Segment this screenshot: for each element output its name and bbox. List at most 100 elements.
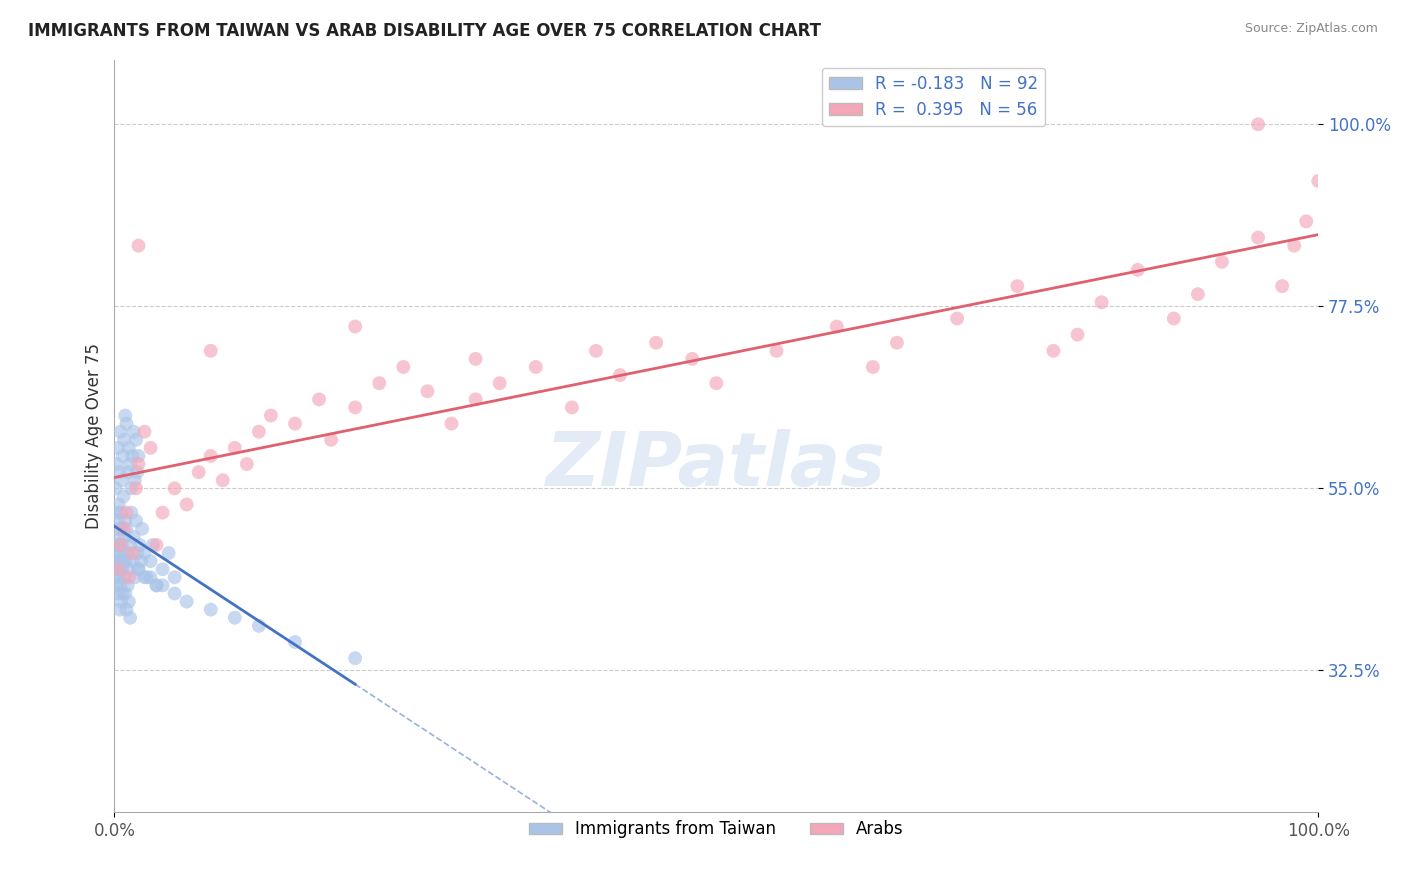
Point — [1211, 255, 1233, 269]
Point — [127, 449, 149, 463]
Point — [145, 538, 167, 552]
Point — [118, 562, 141, 576]
Point — [107, 562, 129, 576]
Point — [134, 570, 156, 584]
Point — [111, 586, 134, 600]
Point — [886, 335, 908, 350]
Point — [1187, 287, 1209, 301]
Point — [117, 465, 139, 479]
Point — [114, 530, 136, 544]
Point — [129, 554, 152, 568]
Point — [1271, 279, 1294, 293]
Point — [1007, 279, 1029, 293]
Point — [120, 457, 142, 471]
Point — [176, 594, 198, 608]
Point — [1066, 327, 1088, 342]
Point — [110, 538, 132, 552]
Point — [110, 506, 132, 520]
Point — [127, 465, 149, 479]
Point — [765, 343, 787, 358]
Point — [145, 578, 167, 592]
Point — [104, 481, 127, 495]
Point — [1247, 230, 1270, 244]
Point — [121, 546, 143, 560]
Point — [111, 554, 134, 568]
Point — [108, 602, 131, 616]
Point — [152, 562, 174, 576]
Point — [1042, 343, 1064, 358]
Point — [440, 417, 463, 431]
Point — [645, 335, 668, 350]
Legend: Immigrants from Taiwan, Arabs: Immigrants from Taiwan, Arabs — [522, 814, 911, 845]
Point — [681, 351, 703, 366]
Point — [117, 578, 139, 592]
Point — [118, 441, 141, 455]
Point — [114, 514, 136, 528]
Point — [115, 602, 138, 616]
Point — [1308, 174, 1330, 188]
Point — [111, 449, 134, 463]
Point — [163, 586, 186, 600]
Point — [368, 376, 391, 391]
Point — [127, 457, 149, 471]
Point — [163, 481, 186, 495]
Point — [111, 522, 134, 536]
Point — [110, 562, 132, 576]
Point — [108, 538, 131, 552]
Point — [344, 401, 367, 415]
Point — [112, 522, 135, 536]
Point — [704, 376, 727, 391]
Point — [107, 562, 129, 576]
Point — [224, 441, 246, 455]
Point — [112, 546, 135, 560]
Point — [200, 602, 222, 616]
Point — [115, 522, 138, 536]
Point — [118, 594, 141, 608]
Point — [104, 570, 127, 584]
Point — [200, 343, 222, 358]
Point — [416, 384, 439, 399]
Y-axis label: Disability Age Over 75: Disability Age Over 75 — [86, 343, 103, 529]
Point — [124, 473, 146, 487]
Point — [110, 425, 132, 439]
Point — [110, 578, 132, 592]
Point — [163, 570, 186, 584]
Point — [488, 376, 510, 391]
Point — [127, 562, 149, 576]
Point — [247, 425, 270, 439]
Point — [131, 522, 153, 536]
Point — [247, 619, 270, 633]
Text: IMMIGRANTS FROM TAIWAN VS ARAB DISABILITY AGE OVER 75 CORRELATION CHART: IMMIGRANTS FROM TAIWAN VS ARAB DISABILIT… — [28, 22, 821, 40]
Point — [464, 351, 486, 366]
Point — [120, 506, 142, 520]
Point — [134, 546, 156, 560]
Point — [115, 417, 138, 431]
Point — [139, 441, 162, 455]
Point — [105, 457, 128, 471]
Point — [135, 570, 157, 584]
Point — [585, 343, 607, 358]
Point — [108, 530, 131, 544]
Point — [105, 546, 128, 560]
Point — [115, 506, 138, 520]
Text: ZIPatlas: ZIPatlas — [547, 429, 886, 502]
Text: Source: ZipAtlas.com: Source: ZipAtlas.com — [1244, 22, 1378, 36]
Point — [111, 554, 134, 568]
Point — [125, 481, 148, 495]
Point — [946, 311, 969, 326]
Point — [107, 554, 129, 568]
Point — [236, 457, 259, 471]
Point — [1126, 263, 1149, 277]
Point — [120, 538, 142, 552]
Point — [224, 611, 246, 625]
Point — [112, 490, 135, 504]
Point — [105, 522, 128, 536]
Point — [112, 433, 135, 447]
Point — [344, 651, 367, 665]
Point — [104, 538, 127, 552]
Point — [319, 433, 342, 447]
Point — [392, 359, 415, 374]
Point — [308, 392, 330, 407]
Point — [464, 392, 486, 407]
Point — [128, 538, 150, 552]
